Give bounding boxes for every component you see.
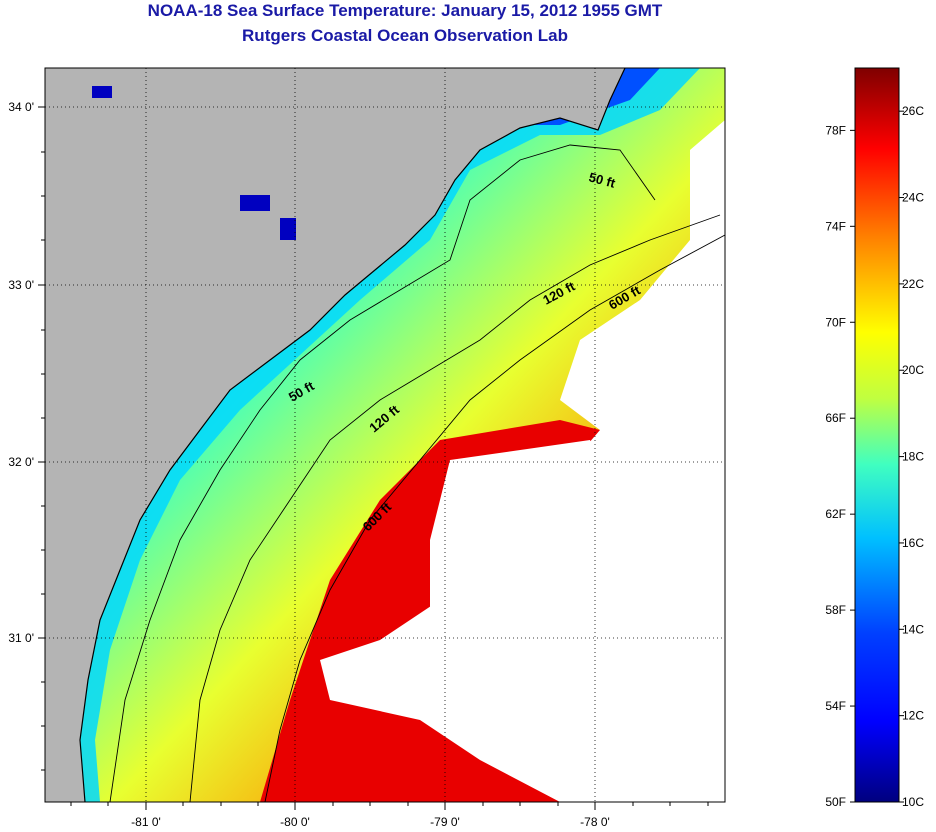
- cloud-mask-offshore: [320, 120, 725, 802]
- colorbar-ticks: 78F 74F 70F 66F 62F 58F 54F 50F 26C 24C 22C 20C 18C 1…: [825, 104, 924, 809]
- inland-lake: [240, 195, 270, 211]
- land-mass: [45, 68, 625, 802]
- colorbar-label-f: 62F: [825, 507, 846, 521]
- lat-lon-grid: [45, 68, 725, 802]
- inland-lake: [280, 218, 296, 240]
- contour-120ft: [189, 214, 721, 802]
- colorbar-label-f: 50F: [825, 795, 846, 809]
- contour-600ft: [264, 234, 725, 802]
- colorbar-label-c: 22C: [902, 277, 924, 291]
- cloud-mask-central: [430, 440, 620, 640]
- lat-tick-marks: [38, 106, 45, 771]
- inland-lake: [92, 86, 112, 98]
- lat-tick-label: 32 0': [8, 455, 34, 469]
- lon-tick-label: -81 0': [131, 815, 161, 829]
- colorbar-label-c: 24C: [902, 191, 924, 205]
- map-panel: [45, 68, 725, 802]
- contour-label: 50 ft: [587, 169, 617, 191]
- lon-tick-marks: [70, 802, 709, 810]
- lon-tick-label: -79 0': [430, 815, 460, 829]
- colorbar-label-f: 74F: [825, 219, 846, 233]
- colorbar-label-f: 78F: [825, 123, 846, 137]
- colorbar-label-f: 58F: [825, 603, 846, 617]
- contour-50ft: [109, 144, 656, 802]
- colorbar-label-f: 66F: [825, 411, 846, 425]
- colorbar-label-c: 20C: [902, 363, 924, 377]
- lon-tick-label: -78 0': [580, 815, 610, 829]
- colorbar-label-c: 10C: [902, 795, 924, 809]
- lat-tick-label: 33 0': [8, 278, 34, 292]
- lon-tick-label: -80 0': [280, 815, 310, 829]
- map-subtitle: Rutgers Coastal Ocean Observation Lab: [242, 26, 568, 45]
- colorbar-label-c: 18C: [902, 450, 924, 464]
- lat-tick-label: 31 0': [8, 631, 34, 645]
- lat-tick-label: 34 0': [8, 100, 34, 114]
- colorbar-label-f: 54F: [825, 699, 846, 713]
- coastline: [79, 68, 626, 802]
- colorbar-label-c: 16C: [902, 536, 924, 550]
- map-title: NOAA-18 Sea Surface Temperature: January…: [147, 1, 663, 20]
- sst-colorbar: [854, 67, 900, 803]
- map-frame: [44, 67, 726, 803]
- colorbar-label-c: 26C: [902, 104, 924, 118]
- colorbar-label-c: 12C: [902, 709, 924, 723]
- colorbar-label-c: 14C: [902, 622, 924, 636]
- colorbar-label-f: 70F: [825, 315, 846, 329]
